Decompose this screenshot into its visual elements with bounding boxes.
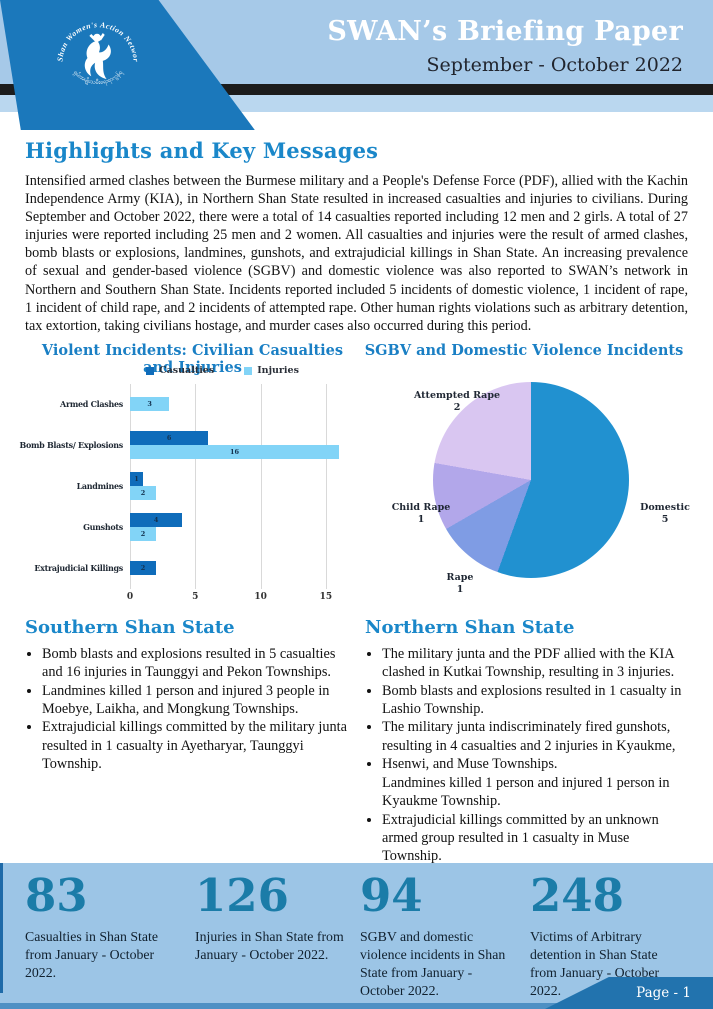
southern-shan-section: Southern Shan State Bomb blasts and expl…: [25, 617, 347, 866]
pie-slice-label: Attempted Rape 2: [413, 389, 501, 413]
casualties-swatch-icon: [146, 366, 155, 375]
x-tick-label: 5: [192, 591, 199, 602]
stat-block: 248 Victims of Arbitrary detention in Sha…: [530, 873, 688, 1000]
gridline: [260, 383, 262, 589]
list-item: Bomb blasts and explosions resulted in 1…: [382, 682, 688, 719]
pie-plot-area: Domestic 5 Rape 1 Child Rape 1 Attempted Ra…: [360, 362, 690, 602]
x-tick-label: 15: [319, 591, 333, 602]
stat-block: 94 SGBV and domestic violence incidents i…: [360, 873, 530, 1000]
injuries-swatch-icon: [244, 366, 253, 375]
stat-label: Casualties in Shan State from January - …: [25, 929, 158, 980]
bar-category-labels: Armed Clashes Bomb Blasts/ Explosions Land…: [19, 384, 130, 589]
list-item: The military junta indiscriminately fire…: [382, 718, 688, 755]
northern-shan-heading: Northern Shan State: [365, 616, 575, 638]
northern-shan-list: The military junta and the PDF allied wi…: [365, 645, 688, 866]
pie-slice-label: Rape 1: [446, 571, 474, 595]
list-item: Extrajudicial killings committed by the …: [42, 718, 347, 773]
list-item: Extrajudicial killings committed by an u…: [382, 811, 688, 866]
southern-shan-heading: Southern Shan State: [25, 616, 235, 638]
dancer-figure-icon: [84, 33, 111, 80]
state-sections: Southern Shan State Bomb blasts and expl…: [25, 617, 688, 866]
bar-injuries: 2: [130, 486, 157, 501]
header-subtitle: September - October 2022: [426, 54, 683, 76]
legend-item-casualties: Casualties: [146, 365, 214, 376]
stats-band: 83 Casualties in Shan State from January …: [0, 863, 713, 1009]
gridline: [325, 383, 327, 589]
pie-slice-label: Child Rape 1: [391, 501, 451, 525]
list-item: Hsenwi, and Muse Townships. Landmines ki…: [382, 755, 688, 810]
bar-casualties: 1: [130, 472, 144, 487]
stat-number: 126: [195, 869, 289, 922]
bar-category-label: Armed Clashes: [60, 399, 123, 410]
swan-logo: Shan Women's Action Network ရှမ်းအမျိုးသ…: [50, 9, 140, 87]
pie-graphic: [433, 381, 629, 578]
stat-label: SGBV and domestic violence incidents in …: [360, 929, 506, 998]
bar-row: 3: [130, 384, 352, 425]
page-number-label: Page - 1: [636, 985, 691, 1001]
stat-label: Injuries in Shan State from January - Oc…: [195, 929, 344, 962]
bar-value-label: 3: [147, 400, 152, 409]
bar-value-label: 2: [140, 564, 146, 573]
bar-x-axis: 0 5 10 15: [126, 589, 352, 605]
section-heading-highlights: Highlights and Key Messages: [25, 138, 379, 163]
legend-label-casualties: Casualties: [159, 365, 215, 377]
legend-label-injuries: Injuries: [257, 365, 299, 377]
bar-row: 6 16: [130, 425, 352, 466]
bar-category-label: Landmines: [76, 481, 124, 492]
bar-row: 2: [130, 548, 352, 589]
charts-row: Violent Incidents: Civilian Casualties a…: [19, 341, 690, 605]
bar-value-label: 2: [140, 530, 146, 539]
bar-injuries: 16: [130, 445, 339, 460]
bar-value-label: 16: [229, 448, 239, 457]
x-tick-label: 10: [254, 591, 267, 602]
left-accent-bar: [0, 863, 3, 993]
stats-row: 83 Casualties in Shan State from January …: [0, 863, 713, 1000]
stat-block: 83 Casualties in Shan State from January …: [25, 873, 195, 1000]
bottom-accent-strip: [0, 1003, 713, 1009]
stat-number: 94: [360, 869, 423, 922]
pie-slice-label: Domestic 5: [640, 501, 690, 525]
bar-category-label: Gunshots: [83, 522, 123, 533]
southern-shan-list: Bomb blasts and explosions resulted in 5…: [25, 645, 347, 774]
bar-chart-legend: Casualties Injuries: [85, 362, 360, 380]
bar-value-label: 4: [153, 516, 159, 525]
bar-chart: Violent Incidents: Civilian Casualties a…: [19, 341, 360, 605]
bar-value-label: 2: [140, 489, 146, 498]
stat-number: 83: [25, 869, 88, 922]
highlights-paragraph: Intensified armed clashes between the Bu…: [25, 173, 688, 334]
bar-category-label: Extrajudicial Killings: [34, 563, 123, 574]
bar-casualties: 6: [130, 431, 209, 446]
legend-item-injuries: Injuries: [244, 365, 299, 376]
bar-value-label: 6: [166, 434, 172, 443]
list-item: Bomb blasts and explosions resulted in 5…: [42, 645, 347, 682]
bar-casualties: 2: [130, 561, 157, 576]
header-divider-dark: [0, 84, 713, 95]
list-item: Landmines killed 1 person and injured 3 …: [42, 682, 347, 719]
bar-plot-area: Armed Clashes Bomb Blasts/ Explosions Land…: [19, 383, 360, 589]
northern-shan-section: Northern Shan State The military junta a…: [365, 617, 688, 866]
x-tick-label: 0: [126, 591, 134, 602]
gridline: [195, 383, 197, 589]
bar-injuries: 3: [130, 397, 170, 412]
pie-chart-title: SGBV and Domestic Violence Incidents: [364, 341, 684, 359]
stat-label: Victims of Arbitrary detention in Shan S…: [530, 929, 660, 998]
list-item: The military junta and the PDF allied wi…: [382, 645, 688, 682]
bar-chart-title: Violent Incidents: Civilian Casualties a…: [41, 341, 344, 376]
main-content: Highlights and Key Messages Intensified …: [0, 112, 713, 866]
bar-plot: 3 6 16 1 2 4 2 2: [130, 383, 352, 589]
bar-value-label: 1: [134, 475, 139, 484]
bar-casualties: 4: [130, 513, 183, 528]
stat-number: 248: [530, 869, 624, 922]
pie-chart: SGBV and Domestic Violence Incidents Dom…: [360, 341, 690, 605]
stat-block: 126 Injuries in Shan State from January -…: [195, 873, 360, 1000]
page-title: SWAN’s Briefing Paper: [327, 16, 683, 47]
bar-category-label: Bomb Blasts/ Explosions: [19, 440, 124, 451]
bar-injuries: 2: [130, 527, 157, 542]
